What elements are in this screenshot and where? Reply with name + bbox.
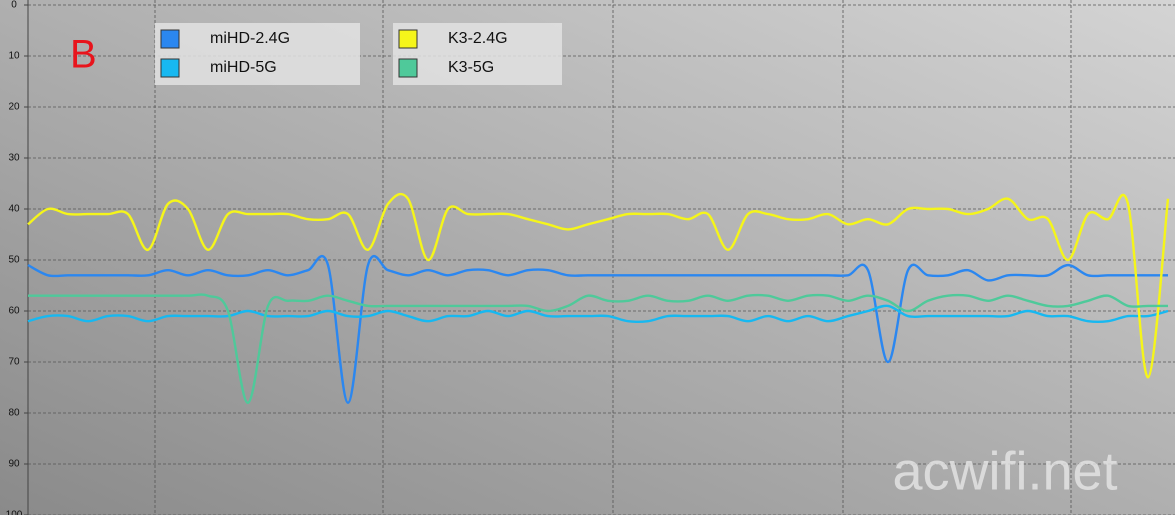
legend-box [393,23,562,85]
legend-swatch [160,58,180,78]
legend-label: K3-2.4G [448,30,508,47]
series-line [27,255,1168,405]
series-line [27,304,1169,324]
legend-box [155,23,360,85]
y-tick-label: 20 [8,102,20,113]
y-tick-label: 40 [8,204,20,215]
legend-label: K3-5G [448,59,494,76]
y-tick-label: 50 [8,255,20,266]
watermark: acwifi.net [892,441,1117,501]
y-tick-label: 10 [8,51,20,62]
series-line [28,293,1168,405]
y-tick-label: 30 [8,153,20,164]
legend-label: miHD-2.4G [210,30,290,47]
series-line [27,192,1170,379]
y-tick-label: 0 [11,0,17,11]
y-tick-label: 70 [8,357,20,368]
legend-swatch [160,29,180,49]
y-tick-label: 80 [8,408,20,419]
y-tick-label: 100 [6,510,23,515]
y-tick-label: 90 [8,459,20,470]
legend-label: miHD-5G [210,59,277,76]
annotation: B [70,33,97,77]
legend-swatch [398,29,418,49]
legend-swatch [398,58,418,78]
grid [28,0,1175,515]
y-tick-label: 60 [8,306,20,317]
